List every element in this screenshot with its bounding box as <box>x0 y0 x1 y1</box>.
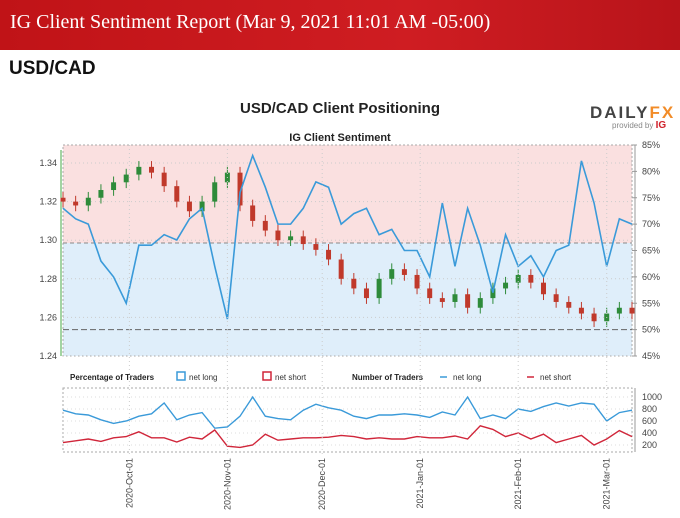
candle <box>326 249 332 260</box>
lower-tick-label: 1000 <box>642 392 662 402</box>
candle <box>553 294 559 302</box>
chart-subtitle: IG Client Sentiment <box>289 132 391 144</box>
lower-plot-frame <box>62 387 633 453</box>
bg-short-zone <box>63 145 632 243</box>
candle <box>629 307 635 314</box>
candle <box>199 201 205 212</box>
candle <box>465 294 471 308</box>
legend-num-short: net short <box>540 373 572 382</box>
ig-logo: IG <box>655 120 667 131</box>
candle <box>439 298 445 302</box>
candle <box>250 205 256 221</box>
x-tick-label: 2020-Dec-01 <box>317 458 327 510</box>
candle <box>338 259 344 279</box>
right-tick-label: 50% <box>642 325 660 335</box>
lower-tick-label: 600 <box>642 416 657 426</box>
candle <box>237 172 243 206</box>
candle <box>591 313 597 322</box>
candle <box>401 269 407 275</box>
logo-b: FX <box>649 103 676 122</box>
candle <box>540 282 546 295</box>
legend-pct-label: Percentage of Traders <box>70 373 155 382</box>
candle <box>578 307 584 314</box>
legend-pct-short: net short <box>275 373 307 382</box>
candle <box>136 166 142 175</box>
legend-long-box-icon <box>176 371 186 381</box>
candle <box>60 197 66 202</box>
dailyfx-logo: DAILYFX <box>590 103 675 123</box>
right-tick-label: 55% <box>642 298 660 308</box>
right-tick-label: 75% <box>642 193 660 203</box>
right-tick-label: 80% <box>642 166 660 176</box>
left-tick-label: 1.24 <box>39 351 57 361</box>
candle <box>389 269 395 279</box>
left-tick-label: 1.30 <box>39 235 57 245</box>
candle <box>149 166 155 173</box>
report-header: IG Client Sentiment Report (Mar 9, 2021 … <box>0 0 680 50</box>
legend-num-label: Number of Traders <box>352 373 424 382</box>
right-tick-label: 65% <box>642 246 660 256</box>
candle <box>73 201 79 206</box>
candle <box>566 301 572 308</box>
lower-tick-label: 200 <box>642 440 657 450</box>
candle <box>616 307 622 314</box>
legend-pct-long: net long <box>189 373 217 382</box>
pair-title: USD/CAD <box>9 58 96 79</box>
candle <box>515 274 521 283</box>
num-long-line <box>62 395 633 429</box>
candle <box>300 236 306 245</box>
report-title: IG Client Sentiment Report (Mar 9, 2021 … <box>10 11 491 33</box>
candle <box>490 288 496 299</box>
candle <box>503 282 509 289</box>
legend-num-long: net long <box>453 373 481 382</box>
candle <box>111 182 117 191</box>
candle <box>528 274 534 283</box>
x-tick-label: 2020-Oct-01 <box>124 458 134 508</box>
candle <box>351 278 357 289</box>
candle <box>313 244 319 250</box>
candle <box>427 288 433 299</box>
net-long-pct-line <box>62 153 633 320</box>
right-tick-label: 60% <box>642 272 660 282</box>
right-tick-label: 70% <box>642 219 660 229</box>
right-tick-label: 85% <box>642 140 660 150</box>
left-tick-label: 1.26 <box>39 312 57 322</box>
num-short-line <box>62 425 633 449</box>
bg-long-zone <box>63 243 632 356</box>
legend-short-box-icon <box>262 371 272 381</box>
provided-by: provided by IG <box>612 120 666 131</box>
candle <box>477 298 483 308</box>
x-tick-label: 2020-Nov-01 <box>222 458 232 510</box>
right-tick-label: 45% <box>642 351 660 361</box>
lower-tick-label: 400 <box>642 428 657 438</box>
candle <box>275 230 281 241</box>
candle <box>288 236 294 241</box>
x-tick-label: 2021-Mar-01 <box>602 458 612 510</box>
candle <box>174 186 180 202</box>
candle <box>414 274 420 289</box>
left-tick-label: 1.34 <box>39 158 57 168</box>
candle <box>262 220 268 231</box>
candle <box>363 288 369 299</box>
candle <box>85 197 91 206</box>
candle <box>376 278 382 299</box>
chart-title: USD/CAD Client Positioning <box>240 100 440 117</box>
candle <box>98 190 104 198</box>
candle <box>212 182 218 202</box>
lower-tick-label: 800 <box>642 404 657 414</box>
left-tick-label: 1.28 <box>39 274 57 284</box>
candle <box>452 294 458 302</box>
x-tick-label: 2021-Jan-01 <box>415 458 425 509</box>
candle <box>161 172 167 187</box>
logo-a: DAILY <box>590 103 650 122</box>
left-tick-label: 1.32 <box>39 197 57 207</box>
provided-text: provided by <box>612 121 654 130</box>
x-tick-label: 2021-Feb-01 <box>513 458 523 510</box>
candle <box>186 201 192 212</box>
candle <box>123 174 129 183</box>
